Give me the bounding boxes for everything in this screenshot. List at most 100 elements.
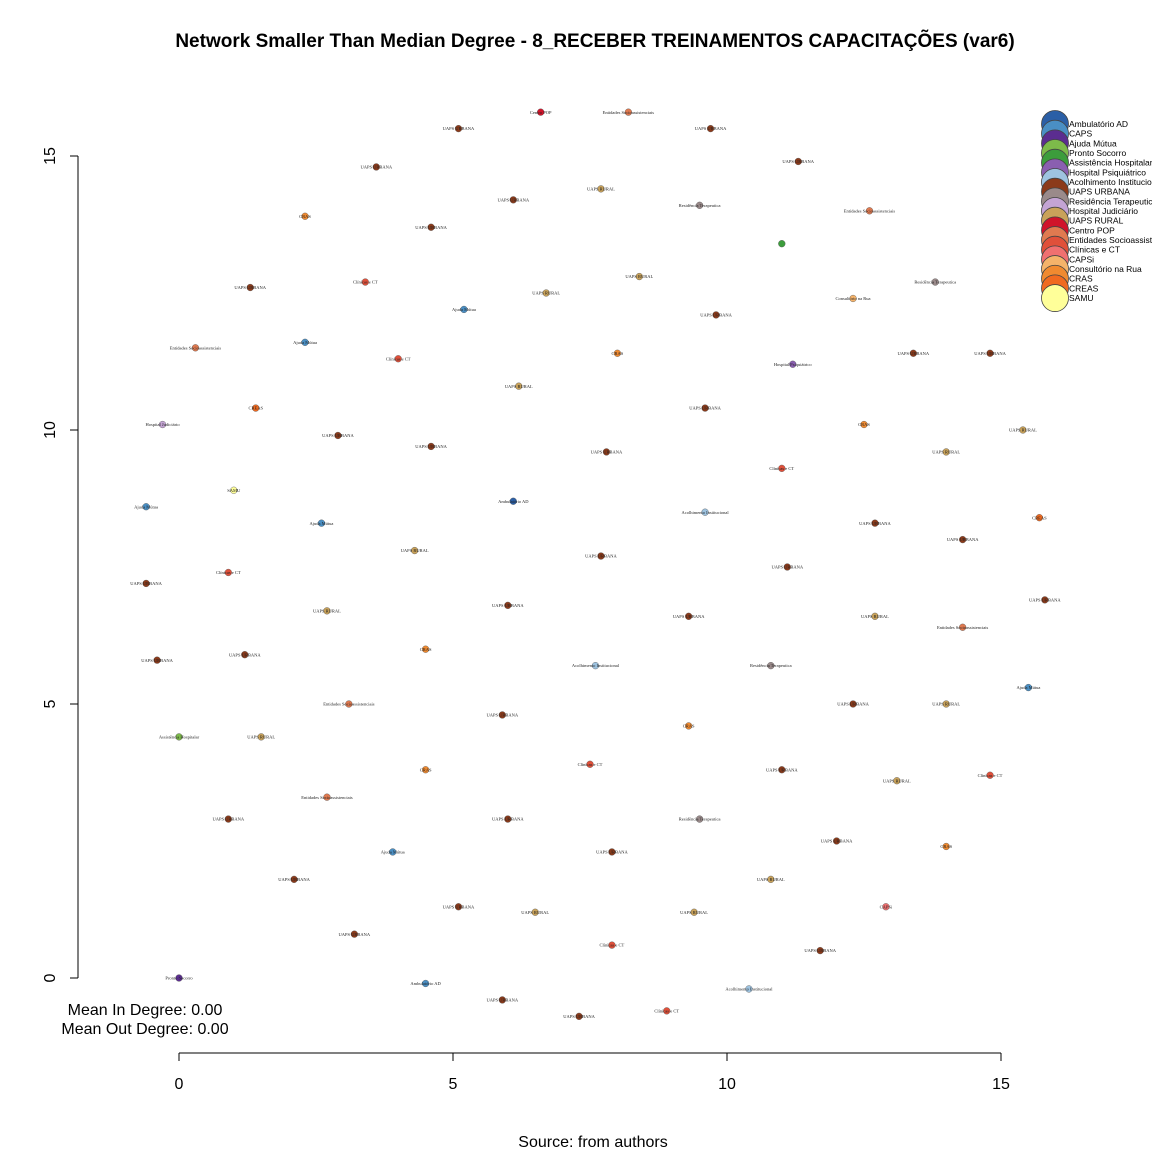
legend-label: Acolhimento Institucional [1069, 177, 1152, 187]
node-label: CRAS [420, 647, 432, 652]
node-label: UAPS RURAL [757, 877, 785, 882]
network-node: UAPS URBANA [859, 519, 892, 527]
node-label: CRAS [420, 767, 432, 772]
node-label: Consultório na Rua [836, 296, 871, 301]
node-label: Pronto Socorro [165, 976, 193, 981]
node-label: UAPS URBANA [859, 521, 891, 526]
node-point [712, 311, 720, 319]
node-point [350, 930, 358, 938]
node-point [498, 996, 506, 1004]
node-label: CRAS [940, 844, 952, 849]
node-point [246, 283, 254, 292]
node-label: CAPSi [880, 904, 893, 909]
network-node: UAPS URBANA [339, 930, 371, 938]
network-node [778, 240, 786, 248]
network-node: UAPS RURAL [521, 908, 549, 916]
node-point [454, 125, 463, 133]
node-point [865, 207, 874, 215]
network-node: UAPS RURAL [757, 875, 785, 883]
node-point [504, 601, 512, 609]
node-label: UAPS URBANA [1029, 597, 1061, 602]
network-node: Clínicas e CT [978, 771, 1003, 779]
node-label: UAPS URBANA [771, 565, 803, 570]
node-label: Clínicas e CT [769, 466, 794, 471]
node-label: UAPS RURAL [625, 274, 653, 279]
node-label: UAPS RURAL [932, 450, 960, 455]
node-point [422, 979, 430, 988]
network-node: UAPS URBANA [673, 612, 705, 620]
node-label: Ajuda Mútua [452, 307, 476, 312]
network-node: UAPS URBANA [443, 903, 475, 911]
node-label: CREAS [1032, 515, 1047, 520]
node-label: Residência Terapeutica [750, 663, 792, 668]
node-label: UAPS URBANA [486, 713, 518, 718]
y-tick-label: 10 [42, 421, 59, 439]
node-label: UAPS URBANA [492, 603, 524, 608]
node-label: UAPS RURAL [680, 910, 708, 915]
node-point [317, 519, 326, 527]
node-point [778, 240, 786, 248]
node-point [690, 908, 698, 916]
network-node: Clínicas e CT [386, 355, 411, 363]
node-point [575, 1012, 583, 1020]
network-node: UAPS URBANA [486, 711, 519, 719]
network-node: UAPS URBANA [804, 946, 837, 955]
node-point [860, 420, 868, 429]
legend-swatch [1041, 284, 1069, 312]
network-node: CRAS [420, 645, 432, 653]
node-label: UAPS RURAL [932, 702, 960, 707]
node-label: UAPS URBANA [492, 817, 524, 822]
node-label: UAPS URBANA [141, 658, 173, 663]
x-tick-label: 15 [992, 1076, 1010, 1093]
node-label: UAPS URBANA [837, 702, 869, 707]
network-node: Clínicas e CT [578, 760, 603, 768]
network-node: UAPS RURAL [680, 908, 708, 916]
node-point [158, 420, 167, 429]
chart-title: Network Smaller Than Median Degree - 8_R… [175, 30, 1014, 52]
node-point [224, 815, 232, 823]
legend-label: Ambulatório AD [1069, 119, 1128, 129]
network-node: Acolhimento Institucional [572, 662, 620, 670]
legend-label: Hospital Psiquiátrico [1069, 167, 1146, 177]
node-label: UAPS RURAL [883, 778, 911, 783]
network-node: UAPS URBANA [837, 700, 870, 708]
network-node: UAPS URBANA [897, 349, 930, 357]
network-node: CRAS [940, 842, 953, 851]
network-node: UAPS RURAL [587, 185, 615, 193]
network-node: Entidades Socioassistenciais [323, 700, 375, 708]
node-label: SAMU [227, 488, 241, 493]
legend-label: Clínicas e CT [1069, 245, 1120, 255]
node-label: UAPS RURAL [313, 608, 341, 613]
node-point [224, 568, 232, 577]
network-node: CRAS [858, 420, 870, 429]
node-label: CRAS [858, 422, 870, 427]
node-label: UAPS URBANA [585, 554, 617, 559]
node-point [789, 360, 797, 368]
network-node: UAPS RURAL [1009, 426, 1037, 434]
network-node: Clínicas e CT [600, 941, 625, 949]
network-node: UAPS RURAL [932, 700, 960, 708]
network-node: CREAS [1032, 514, 1047, 522]
network-node: UAPS URBANA [1029, 596, 1061, 604]
network-node: SAMU [227, 486, 241, 494]
node-point [597, 185, 605, 193]
node-label: Ajuda Mútua [310, 521, 334, 526]
node-label: UAPS URBANA [497, 197, 529, 202]
network-node: Hospital Psiquiátrico [774, 360, 812, 368]
y-tick-label: 0 [42, 973, 59, 982]
node-label: UAPS RURAL [532, 291, 560, 296]
node-label: UAPS URBANA [234, 285, 266, 290]
node-point [701, 404, 709, 412]
node-point [942, 700, 950, 708]
node-label: UAPS URBANA [443, 904, 475, 909]
node-label: UAPS RURAL [587, 186, 615, 191]
node-label: UAPS URBANA [947, 537, 979, 542]
node-label: UAPS URBANA [673, 614, 705, 619]
node-point [422, 766, 430, 774]
node-point [191, 344, 200, 352]
node-label: UAPS URBANA [229, 652, 261, 657]
node-label: Assistência Hospitalar [159, 734, 200, 739]
node-point [778, 464, 786, 472]
network-node: UAPS URBANA [771, 563, 804, 571]
node-label: UAPS URBANA [591, 450, 623, 455]
